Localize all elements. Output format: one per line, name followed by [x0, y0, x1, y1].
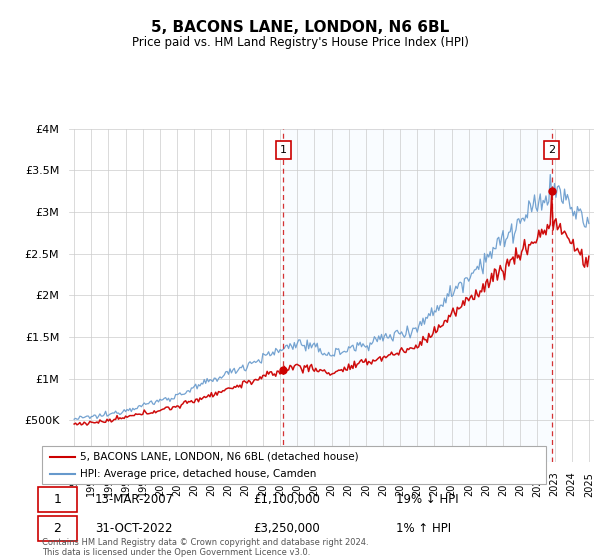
Text: 2: 2 [53, 522, 61, 535]
FancyBboxPatch shape [38, 487, 77, 512]
Text: £1,100,000: £1,100,000 [253, 493, 320, 506]
Text: 2: 2 [548, 144, 555, 155]
Text: £3,250,000: £3,250,000 [253, 522, 320, 535]
Text: 5, BACONS LANE, LONDON, N6 6BL: 5, BACONS LANE, LONDON, N6 6BL [151, 20, 449, 35]
Text: Price paid vs. HM Land Registry's House Price Index (HPI): Price paid vs. HM Land Registry's House … [131, 36, 469, 49]
Text: HPI: Average price, detached house, Camden: HPI: Average price, detached house, Camd… [80, 469, 316, 479]
Text: 31-OCT-2022: 31-OCT-2022 [95, 522, 172, 535]
FancyBboxPatch shape [38, 516, 77, 541]
Text: 13-MAR-2007: 13-MAR-2007 [95, 493, 174, 506]
Text: Contains HM Land Registry data © Crown copyright and database right 2024.
This d: Contains HM Land Registry data © Crown c… [42, 538, 368, 557]
Text: 1: 1 [280, 144, 287, 155]
FancyBboxPatch shape [42, 446, 546, 484]
Text: 1: 1 [53, 493, 61, 506]
Bar [283, 129, 551, 462]
Text: 1% ↑ HPI: 1% ↑ HPI [396, 522, 451, 535]
Text: 5, BACONS LANE, LONDON, N6 6BL (detached house): 5, BACONS LANE, LONDON, N6 6BL (detached… [80, 451, 358, 461]
Text: 19% ↓ HPI: 19% ↓ HPI [396, 493, 458, 506]
